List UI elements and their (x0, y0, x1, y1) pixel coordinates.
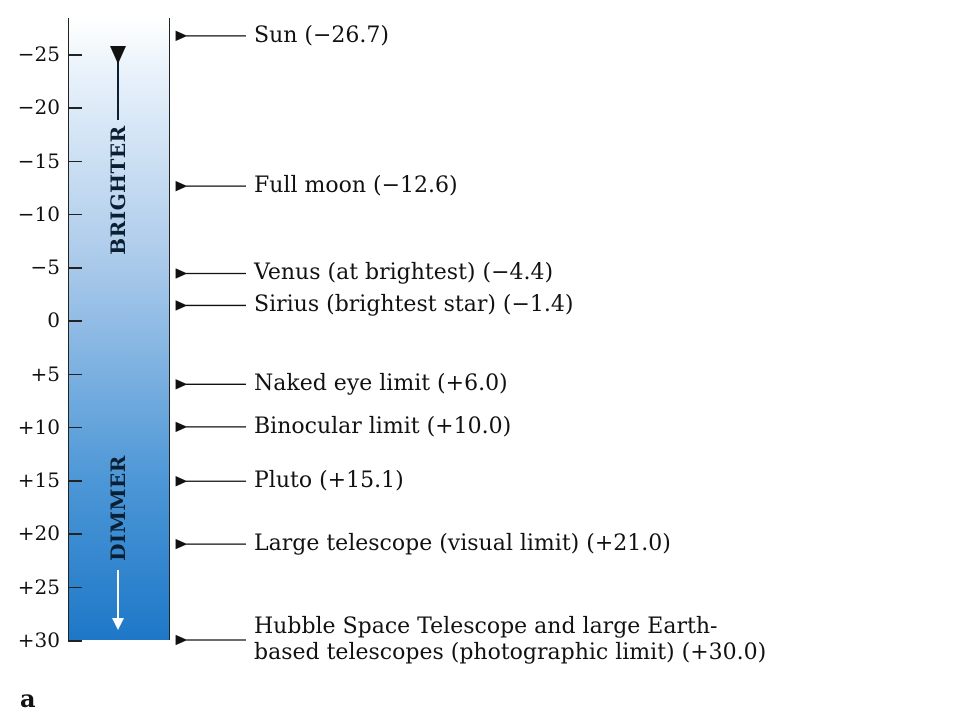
object-label-line: Hubble Space Telescope and large Earth- (254, 614, 718, 639)
tick-label: +30 (17, 628, 60, 652)
tick-label: +10 (17, 414, 60, 439)
tick-label: +25 (17, 574, 60, 599)
object-label-line: Venus (at brightest) (−4.4) (254, 260, 554, 286)
object-label: Pluto (+15.1) (254, 468, 404, 494)
tick-label: −5 (30, 255, 60, 280)
tick-mark (68, 320, 82, 322)
tick-mark (68, 533, 82, 535)
tick-label: −15 (17, 148, 60, 173)
object-label: Venus (at brightest) (−4.4) (254, 260, 553, 286)
brighter-label: BRIGHTER (106, 125, 130, 255)
object-label-line: based telescopes (photographic limit) (+… (254, 640, 767, 665)
object-label-line: Binocular limit (+10.0) (254, 413, 512, 439)
tick-label: +15 (17, 468, 60, 493)
tick-mark (68, 480, 82, 482)
magnitude-scale-bar (68, 18, 170, 640)
object-label: Sirius (brightest star) (−1.4) (254, 292, 574, 318)
object-label: Full moon (−12.6) (254, 173, 458, 199)
object-label-line: Sirius (brightest star) (−1.4) (254, 292, 574, 318)
object-label-line: Large telescope (visual limit) (+21.0) (254, 531, 671, 557)
tick-mark (68, 54, 82, 56)
object-label: Binocular limit (+10.0) (254, 414, 511, 440)
object-label-line: Pluto (+15.1) (254, 468, 404, 494)
object-label-line: Full moon (−12.6) (254, 173, 458, 199)
panel-letter: a (20, 684, 36, 713)
tick-mark (68, 586, 82, 589)
tick-label: −20 (17, 95, 60, 120)
object-label: Hubble Space Telescope and large Earth-b… (254, 614, 766, 666)
object-label: Naked eye limit (+6.0) (254, 371, 508, 397)
object-label: Large telescope (visual limit) (+21.0) (254, 531, 671, 557)
dimmer-arrowhead (112, 618, 124, 630)
tick-label: −10 (17, 201, 60, 226)
tick-mark (68, 213, 82, 216)
tick-mark (68, 426, 82, 429)
tick-label: 0 (47, 308, 60, 333)
object-label: Sun (−26.7) (254, 23, 389, 49)
tick-mark (68, 640, 82, 642)
object-label-line: Sun (−26.7) (254, 22, 389, 48)
tick-mark (68, 160, 82, 163)
tick-label: +20 (17, 521, 60, 546)
tick-mark (68, 373, 82, 376)
tick-label: +5 (30, 361, 60, 386)
tick-mark (68, 267, 82, 269)
tick-label: −25 (17, 42, 60, 66)
object-label-line: Naked eye limit (+6.0) (254, 371, 508, 397)
dimmer-label: DIMMER (106, 455, 130, 561)
tick-mark (68, 107, 82, 109)
